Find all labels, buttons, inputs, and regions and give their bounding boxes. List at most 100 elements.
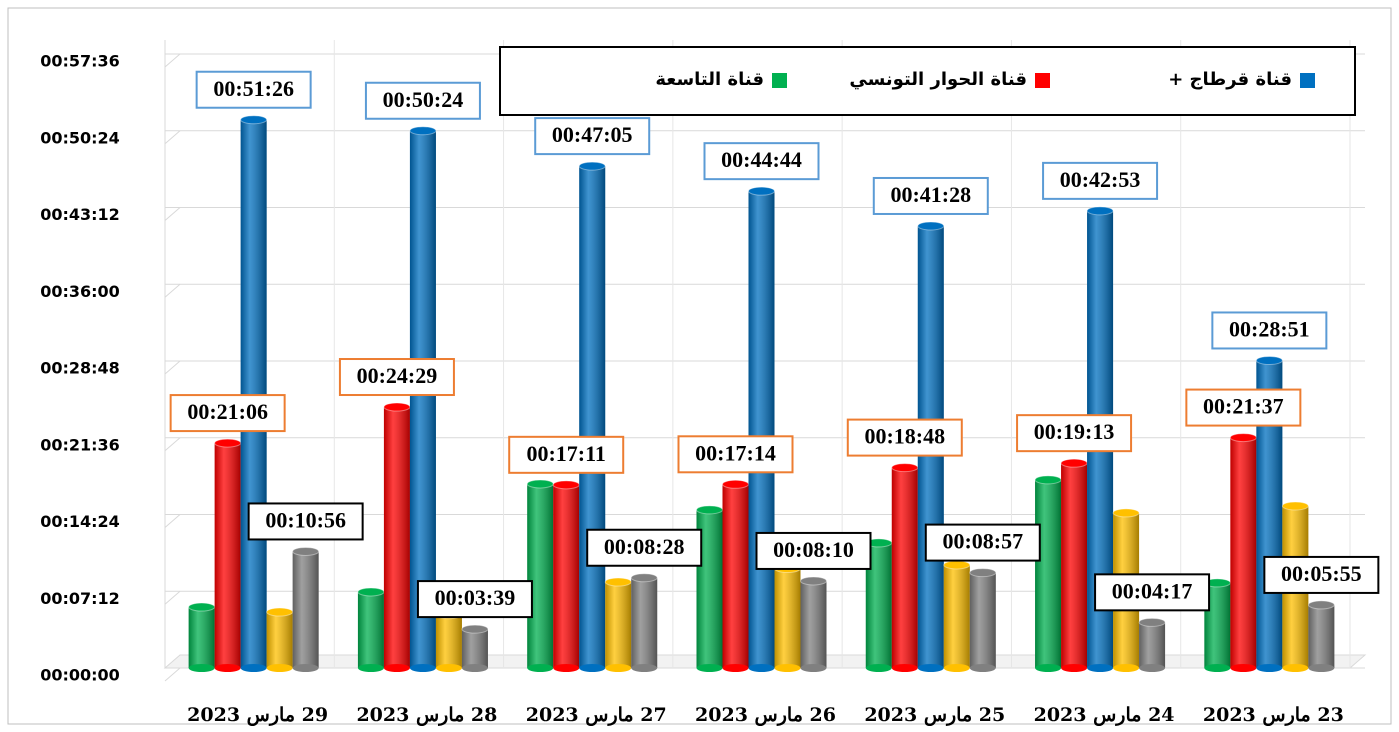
bar-cap [526, 479, 554, 489]
data-label: 00:42:53 [1042, 161, 1159, 200]
bar-shade [188, 607, 215, 668]
grid-line [164, 130, 181, 145]
bar-shade [891, 467, 918, 668]
bar-cap [1229, 433, 1257, 443]
data-label-box [872, 176, 989, 215]
grid-line [164, 514, 181, 528]
data-label-text: 00:04:17 [1112, 578, 1193, 603]
bar-base [748, 664, 775, 672]
data-label: 00:50:24 [364, 81, 481, 120]
legend-label: قناة الحوار التونسي [849, 69, 1027, 90]
bar-cap [552, 480, 580, 490]
bar-base [696, 664, 723, 672]
data-label-text: 00:21:37 [1203, 394, 1284, 419]
data-label-text: 00:05:55 [1281, 561, 1362, 586]
bar-cap [969, 568, 997, 578]
data-label: 00:21:06 [169, 394, 286, 433]
bar-base [240, 664, 267, 672]
data-label-text: 00:10:56 [265, 508, 346, 533]
bar-base [357, 664, 384, 672]
bar-base [774, 664, 801, 672]
grid-line [164, 283, 181, 298]
grid-line [164, 437, 181, 452]
bar-base [631, 664, 658, 672]
bar-cap [800, 576, 827, 586]
data-label: 00:21:37 [1185, 388, 1302, 427]
bar-shade [1139, 622, 1166, 668]
bar-cap [1281, 501, 1309, 511]
bar-base [722, 664, 749, 672]
data-label: 00:24:29 [338, 358, 455, 397]
data-label-text: 00:19:13 [1034, 419, 1115, 444]
bar-cap [1112, 508, 1140, 518]
x-tick-label: 23 مارس 2023 [1203, 704, 1344, 726]
bar-shade [553, 484, 580, 668]
data-label-text: 00:50:24 [383, 87, 464, 112]
data-label: 00:04:17 [1094, 573, 1211, 612]
bar-cap [461, 624, 489, 634]
bar-base [553, 664, 580, 672]
bar-cap [1138, 617, 1166, 627]
data-label-box [755, 531, 872, 570]
data-label-text: 00:51:26 [213, 76, 294, 101]
data-label-text: 00:47:05 [552, 122, 633, 147]
data-label-text: 00:44:44 [721, 147, 802, 172]
bar-shade [800, 580, 827, 668]
legend-swatch [1035, 73, 1050, 88]
x-tick-label: 28 مارس 2023 [356, 704, 497, 726]
data-label-box [1094, 573, 1211, 612]
bar-shade [774, 568, 801, 668]
bar-shade [1308, 604, 1335, 668]
data-label-box [338, 358, 455, 397]
legend-label: قناة قرطاج + [1168, 69, 1292, 90]
data-label-box [364, 81, 481, 120]
bar-cap [630, 573, 658, 583]
data-label-box [1211, 311, 1328, 350]
data-label-text: 00:42:53 [1060, 167, 1141, 192]
bar-cap [891, 463, 919, 473]
bar-cap [1086, 206, 1114, 216]
grid-line [164, 53, 181, 68]
bar-shade [943, 564, 970, 668]
bar-shade [214, 443, 241, 668]
x-tick-label: 26 مارس 2023 [695, 704, 836, 726]
bar-shade [722, 484, 749, 668]
bar-shade [357, 591, 384, 668]
y-tick-label: 00:36:00 [40, 282, 120, 301]
data-label-text: 00:03:39 [435, 585, 516, 610]
bar-base [292, 664, 319, 672]
bar-cap [604, 577, 632, 587]
y-tick-label: 00:28:48 [40, 359, 120, 378]
grid-line [164, 667, 181, 682]
data-label-box [247, 502, 364, 541]
y-tick-label: 00:07:12 [40, 589, 120, 608]
x-tick-label: 27 مارس 2023 [526, 704, 667, 726]
bar-base [527, 664, 554, 672]
bar-base [188, 664, 215, 672]
data-label-box [677, 435, 794, 474]
bar-cap [696, 505, 723, 515]
bar-cap [1060, 458, 1088, 468]
bar-base [461, 664, 488, 672]
y-tick-label: 00:43:12 [40, 205, 120, 224]
legend-swatch [1300, 73, 1315, 88]
data-label-text: 00:41:28 [890, 182, 971, 207]
bar-cap [1255, 355, 1283, 365]
bar-base [1256, 664, 1283, 672]
data-label: 00:51:26 [195, 70, 312, 109]
bar-shade [435, 614, 462, 668]
data-label-text: 00:24:29 [357, 363, 438, 388]
bar-base [943, 664, 970, 672]
data-label: 00:08:10 [755, 531, 872, 570]
y-tick-label: 00:50:24 [40, 128, 120, 147]
bar-base [1282, 664, 1309, 672]
data-label: 00:44:44 [703, 142, 820, 181]
data-label-box [586, 528, 703, 567]
y-tick-label: 00:21:36 [40, 435, 120, 454]
data-label-text: 00:17:14 [695, 440, 776, 465]
bar-cap [409, 126, 437, 136]
data-label-box [195, 70, 312, 109]
bar-shade [1035, 479, 1062, 668]
data-label-text: 00:18:48 [864, 424, 945, 449]
data-label: 00:08:57 [924, 523, 1041, 562]
